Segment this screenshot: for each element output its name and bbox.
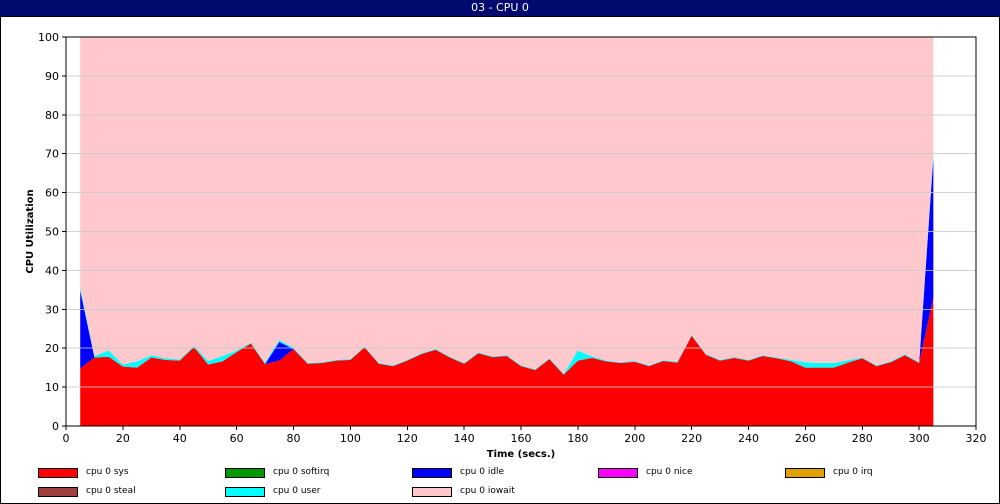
- x-tick-label: 240: [738, 432, 759, 445]
- legend-label: cpu 0 idle: [460, 467, 505, 477]
- window-title: 03 - CPU 0: [0, 0, 1000, 16]
- legend-item: cpu 0 iowait: [412, 486, 515, 498]
- series-area-cpu-0-sys: [80, 297, 934, 426]
- x-tick-label: 100: [340, 432, 361, 445]
- legend-item: cpu 0 idle: [412, 467, 504, 479]
- x-tick-label: 120: [397, 432, 418, 445]
- legend-item: cpu 0 steal: [38, 486, 136, 498]
- legend-item: cpu 0 softirq: [225, 467, 329, 479]
- y-tick-label: 30: [45, 303, 59, 316]
- legend-swatch: [225, 467, 265, 478]
- x-tick-label: 160: [511, 432, 532, 445]
- legend-swatch: [785, 467, 825, 478]
- x-tick-label: 60: [230, 432, 244, 445]
- x-tick-label: 80: [287, 432, 301, 445]
- legend-label: cpu 0 iowait: [460, 486, 515, 496]
- legend-swatch: [38, 486, 78, 497]
- y-tick-label: 50: [45, 226, 59, 239]
- legend-label: cpu 0 user: [273, 486, 321, 496]
- y-tick-label: 60: [45, 187, 59, 200]
- y-tick-label: 40: [45, 264, 59, 277]
- y-axis-title: CPU Utilization: [25, 189, 36, 273]
- y-tick-label: 20: [45, 342, 59, 355]
- series-area-cpu-0-iowait: [80, 37, 934, 374]
- legend-label: cpu 0 irq: [833, 467, 873, 477]
- x-tick-label: 40: [173, 432, 187, 445]
- legend-swatch: [412, 467, 452, 478]
- x-tick-label: 0: [63, 432, 70, 445]
- x-tick-label: 320: [966, 432, 987, 445]
- x-tick-label: 300: [909, 432, 930, 445]
- legend-label: cpu 0 nice: [646, 467, 693, 477]
- legend-swatch: [38, 467, 78, 478]
- cpu-utilization-chart: 0 10 20 30 40 50 60 70 80 90 100 0 20 40 60 80 100 120 140…: [25, 31, 987, 460]
- legend-swatch: [225, 486, 265, 497]
- x-tick-label: 220: [681, 432, 702, 445]
- legend-item: cpu 0 irq: [785, 467, 873, 479]
- y-tick-label: 70: [45, 148, 59, 161]
- x-tick-label: 140: [454, 432, 475, 445]
- legend-item: cpu 0 user: [225, 486, 320, 498]
- legend-label: cpu 0 sys: [86, 467, 129, 477]
- legend-swatch: [412, 486, 452, 497]
- chart-panel: 0 10 20 30 40 50 60 70 80 90 100 0 20 40 60 80 100 120 140…: [0, 16, 1000, 504]
- legend-item: cpu 0 nice: [598, 467, 693, 479]
- y-tick-label: 80: [45, 109, 59, 122]
- legend-swatch: [598, 467, 638, 478]
- x-tick-label: 260: [795, 432, 816, 445]
- x-tick-label: 280: [852, 432, 873, 445]
- y-tick-label: 0: [52, 420, 59, 433]
- y-tick-label: 10: [45, 381, 59, 394]
- x-axis-title: Time (secs.): [487, 449, 556, 460]
- y-tick-label: 90: [45, 70, 59, 83]
- legend-item: cpu 0 sys: [38, 467, 129, 479]
- x-tick-label: 200: [624, 432, 645, 445]
- legend-label: cpu 0 softirq: [273, 467, 330, 477]
- x-tick-label: 180: [567, 432, 588, 445]
- legend-label: cpu 0 steal: [86, 486, 136, 496]
- x-tick-label: 20: [116, 432, 130, 445]
- y-tick-label: 100: [38, 31, 59, 44]
